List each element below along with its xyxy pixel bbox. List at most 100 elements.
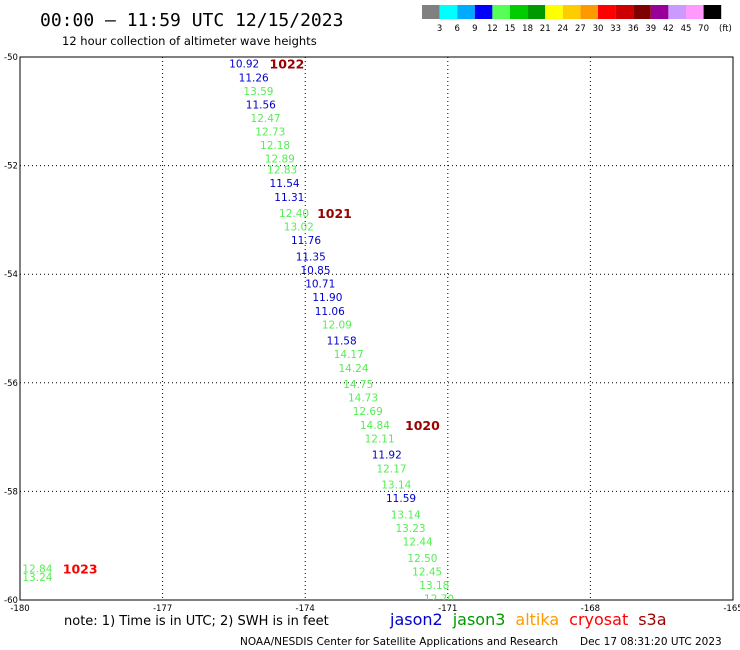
scale-label: 36: [628, 24, 639, 34]
x-tick-label: -180: [10, 604, 29, 614]
scale-label: 18: [522, 24, 533, 34]
scale-swatch: [510, 5, 528, 19]
satellite-legend: jason2 jason3 altika cryosat s3a: [389, 610, 667, 629]
scale-swatch: [650, 5, 669, 19]
scale-swatch: [439, 5, 458, 19]
pressure-label: 1020: [405, 418, 440, 433]
x-tick-label: -165: [723, 604, 740, 614]
wave-height-label: 13.23: [396, 523, 426, 535]
pressure-label: 1023: [65, 600, 100, 615]
plot-area: -180 -177 -174 -171 -168 -165 -50 -52 -54 -56 -58 -…: [4, 53, 740, 635]
scale-swatch: [703, 5, 722, 19]
scale-swatch: [562, 5, 581, 19]
satellite-legend-jason2: jason2: [389, 610, 443, 629]
x-tick-label: -171: [438, 604, 457, 614]
satellite-legend-jason3: jason3: [452, 610, 506, 629]
wave-height-label: 11.59: [386, 493, 416, 505]
plot-frame: [19, 56, 734, 601]
wave-height-label: 11.06: [315, 306, 345, 318]
chart-subtitle: 12 hour collection of altimeter wave hei…: [62, 34, 317, 48]
scale-label: 33: [610, 24, 621, 34]
satellite-legend-s3a: s3a: [638, 610, 666, 629]
wave-height-label: 13.00: [22, 623, 52, 635]
scale-unit: (ft): [719, 24, 732, 34]
scale-swatch: [598, 5, 616, 19]
scale-label: 15: [505, 24, 516, 34]
grid-lines: [20, 57, 733, 600]
y-tick-label: -50: [4, 53, 18, 63]
y-tick-label: -58: [4, 487, 18, 497]
wave-height-label: 11.76: [291, 235, 321, 247]
scale-label: 39: [645, 24, 656, 34]
scale-label: 12: [487, 24, 498, 34]
wave-height-label: 12.84: [22, 564, 52, 576]
scale-label: 21: [540, 24, 551, 34]
wave-height-label: 11.90: [312, 292, 342, 304]
wave-height-label: 13.24: [22, 572, 52, 584]
wave-height-label: 13.18: [419, 580, 449, 592]
wave-height-label: 13.55: [22, 615, 52, 627]
wave-height-label: 14.17: [334, 349, 364, 361]
wave-height-label: 10.71: [305, 279, 335, 291]
wave-height-label: 11.35: [296, 251, 326, 263]
pressure-label: 1021: [317, 206, 352, 221]
scale-swatch: [457, 5, 475, 19]
x-tick-label: -177: [153, 604, 172, 614]
y-tick-label: -54: [4, 270, 18, 280]
scale-swatch: [422, 5, 440, 19]
wave-height-label: 12.83: [267, 165, 297, 177]
color-scale-legend: 3 6 9 12 15 18 21 24 27 30 33 36 39 42 45 70 (ft): [422, 5, 732, 34]
scale-label: 24: [557, 24, 568, 34]
wave-height-label: 14.24: [338, 363, 368, 375]
scale-swatch: [615, 5, 634, 19]
wave-height-label: 13.14: [381, 480, 411, 492]
scale-label: 27: [575, 24, 586, 34]
wave-height-label: 11.26: [239, 72, 269, 84]
x-tick-label: -174: [296, 604, 315, 614]
wave-height-label: 12.44: [403, 537, 433, 549]
wave-height-label: 12.69: [353, 406, 383, 418]
wave-height-label: 12.73: [255, 127, 285, 139]
wave-height-label: 12.50: [407, 553, 437, 565]
wave-height-label: 13.14: [391, 509, 421, 521]
wave-height-label: 11.31: [274, 192, 304, 204]
wave-height-label: 12.70: [424, 594, 454, 606]
scale-label: 9: [472, 24, 477, 34]
scale-label: 6: [454, 24, 459, 34]
wave-height-label: 11.56: [246, 99, 276, 111]
scale-swatch: [668, 5, 686, 19]
wave-height-label: 13.02: [284, 222, 314, 234]
pressure-label: 1022: [270, 57, 305, 72]
scale-label: 30: [593, 24, 604, 34]
scale-swatch: [633, 5, 651, 19]
wave-height-label: 12.18: [260, 140, 290, 152]
chart-title: 00:00 – 11:59 UTC 12/15/2023: [40, 10, 343, 31]
wave-height-label: 10.85: [300, 265, 330, 277]
axis-ticks: -180 -177 -174 -171 -168 -165 -50 -52 -54 -56 -58 -…: [4, 53, 740, 614]
wave-height-label: 11.92: [372, 450, 402, 462]
wave-height-label: 12.40: [279, 208, 309, 220]
scale-swatch: [545, 5, 563, 19]
legend-note: note: 1) Time is in UTC; 2) SWH is in fe…: [64, 614, 329, 629]
y-tick-label: -52: [4, 162, 18, 172]
wave-height-label: 10.92: [229, 59, 259, 71]
scale-swatch: [492, 5, 510, 19]
wave-height-label: 12.17: [377, 463, 407, 475]
wave-height-label: 12.89: [265, 154, 295, 166]
scale-swatch: [686, 5, 704, 19]
y-tick-label: -56: [4, 379, 18, 389]
wave-height-label: 11.58: [327, 336, 357, 348]
footer-credit: NOAA/NESDIS Center for Satellite Applica…: [240, 636, 558, 648]
scale-label: 45: [681, 24, 692, 34]
scale-swatch: [527, 5, 546, 19]
wave-height-label: 12.09: [322, 319, 352, 331]
footer-timestamp: Dec 17 08:31:20 UTC 2023: [580, 636, 722, 648]
scale-label: 3: [437, 24, 442, 34]
scale-swatch: [580, 5, 598, 19]
wave-height-label: 11.54: [270, 178, 300, 190]
pressure-label: 1023: [63, 562, 98, 577]
satellite-legend-altika: altika: [515, 610, 559, 629]
wave-height-label: 14.73: [348, 393, 378, 405]
